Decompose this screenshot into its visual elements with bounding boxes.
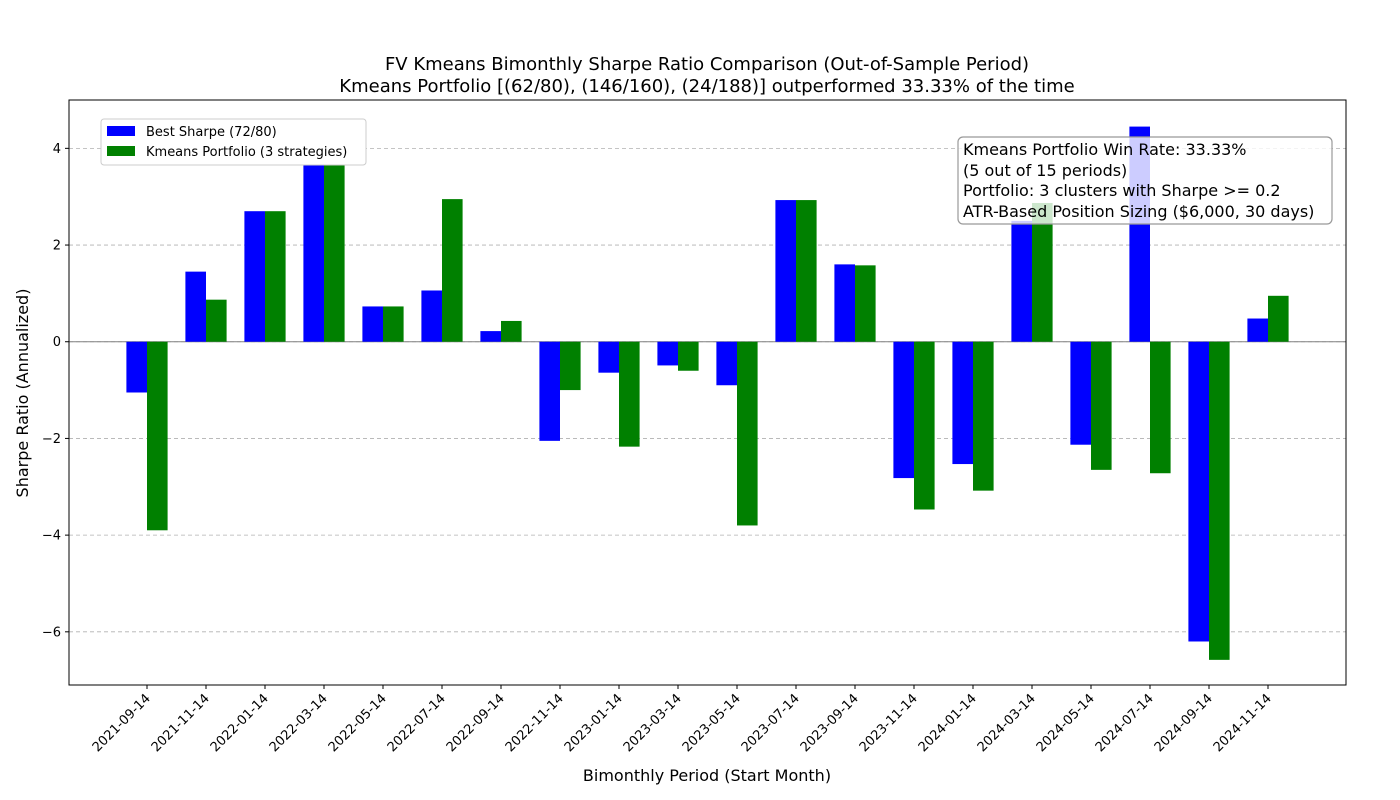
bar-best-sharpe [1188,341,1209,642]
y-tick-label: −4 [42,529,61,544]
annotation-line-clusters: Portfolio: 3 clusters with Sharpe >= 0.2 [963,181,1281,200]
x-tick-label: 2024-09-14 [1152,691,1216,755]
y-tick-label: 0 [53,335,61,350]
y-axis: −6 −4 −2 0 2 4 [42,142,69,640]
x-tick-label: 2021-11-14 [149,691,213,755]
bar-best-sharpe [952,341,973,465]
bar-kmeans-portfolio [1268,295,1289,342]
annotation-box: Kmeans Portfolio Win Rate: 33.33% (5 out… [957,136,1333,225]
x-tick-label: 2023-03-14 [621,691,685,755]
x-tick-label: 2022-09-14 [444,691,508,755]
bar-kmeans-portfolio [206,299,227,342]
plot-frame [68,99,1347,686]
x-tick-label: 2024-05-14 [1034,691,1098,755]
bar-best-sharpe [421,290,442,342]
x-tick-label: 2022-07-14 [385,691,449,755]
bar-kmeans-portfolio [1150,341,1171,474]
bar-kmeans-portfolio [324,160,345,342]
x-tick-label: 2023-09-14 [798,691,862,755]
x-axis-label: Bimonthly Period (Start Month) [583,766,831,785]
annotation-line-periods: (5 out of 15 periods) [963,161,1127,180]
legend-swatch-kmeans-portfolio [107,146,135,156]
x-tick-label: 2022-01-14 [208,691,272,755]
bar-best-sharpe [480,331,501,342]
bar-best-sharpe [303,160,324,342]
annotation-line-sizing: ATR-Based Position Sizing ($6,000, 30 da… [963,202,1314,221]
annotation-frame [957,136,1333,225]
bar-best-sharpe [598,341,619,373]
x-tick-label: 2023-05-14 [680,691,744,755]
bar-best-sharpe [1247,318,1268,342]
x-tick-label: 2024-11-14 [1211,691,1275,755]
bar-kmeans-portfolio [678,341,699,371]
bar-kmeans-portfolio [383,306,404,342]
x-axis: 2021-09-142021-11-142022-01-142022-03-14… [90,685,1275,755]
x-tick-label: 2023-11-14 [857,691,921,755]
x-tick-label: 2022-03-14 [267,691,331,755]
bar-kmeans-portfolio [442,199,463,342]
y-tick-label: −6 [42,625,61,640]
bar-kmeans-portfolio [265,211,286,342]
bar-kmeans-portfolio [796,200,817,342]
y-tick-label: 2 [53,239,61,254]
bar-kmeans-portfolio [973,341,994,491]
x-tick-label: 2023-07-14 [739,691,803,755]
y-tick-label: −2 [42,432,61,447]
bar-kmeans-portfolio [560,341,581,391]
x-tick-label: 2021-09-14 [90,691,154,755]
bar-kmeans-portfolio [147,341,168,531]
bar-kmeans-portfolio [855,265,876,342]
bar-kmeans-portfolio [619,341,640,447]
bar-kmeans-portfolio [1209,341,1230,660]
x-tick-label: 2022-11-14 [503,691,567,755]
annotation-line-win-rate: Kmeans Portfolio Win Rate: 33.33% [963,140,1247,159]
bar-kmeans-portfolio [1032,202,1053,342]
bar-best-sharpe [539,341,560,441]
x-tick-label: 2024-03-14 [975,691,1039,755]
legend-label-kmeans-portfolio: Kmeans Portfolio (3 strategies) [146,145,347,160]
bar-kmeans-portfolio [914,341,935,510]
legend-swatch-best-sharpe [107,126,135,136]
x-tick-label: 2022-05-14 [326,691,390,755]
chart-title: FV Kmeans Bimonthly Sharpe Ratio Compari… [385,54,1029,75]
bar-kmeans-portfolio [737,341,758,526]
y-tick-label: 4 [53,142,61,157]
y-axis-label: Sharpe Ratio (Annualized) [13,289,32,498]
bar-best-sharpe [126,341,147,393]
bar-best-sharpe [657,341,678,366]
bar-best-sharpe [775,200,796,342]
bar-kmeans-portfolio [1091,341,1112,470]
bar-best-sharpe [1011,220,1032,342]
x-tick-label: 2024-01-14 [916,691,980,755]
bar-best-sharpe [185,271,206,342]
bar-kmeans-portfolio [501,320,522,342]
bar-best-sharpe [834,264,855,342]
legend-frame [100,118,367,166]
legend: Best Sharpe (72/80) Kmeans Portfolio (3 … [100,118,367,166]
bar-best-sharpe [362,306,383,342]
x-tick-label: 2024-07-14 [1093,691,1157,755]
legend-label-best-sharpe: Best Sharpe (72/80) [146,125,277,140]
bars-layer [126,126,1289,660]
bar-best-sharpe [893,341,914,479]
bar-best-sharpe [1070,341,1091,445]
bar-best-sharpe [244,211,265,342]
bar-best-sharpe [716,341,737,386]
chart-subtitle: Kmeans Portfolio [(62/80), (146/160), (2… [339,76,1074,97]
x-tick-label: 2023-01-14 [562,691,626,755]
